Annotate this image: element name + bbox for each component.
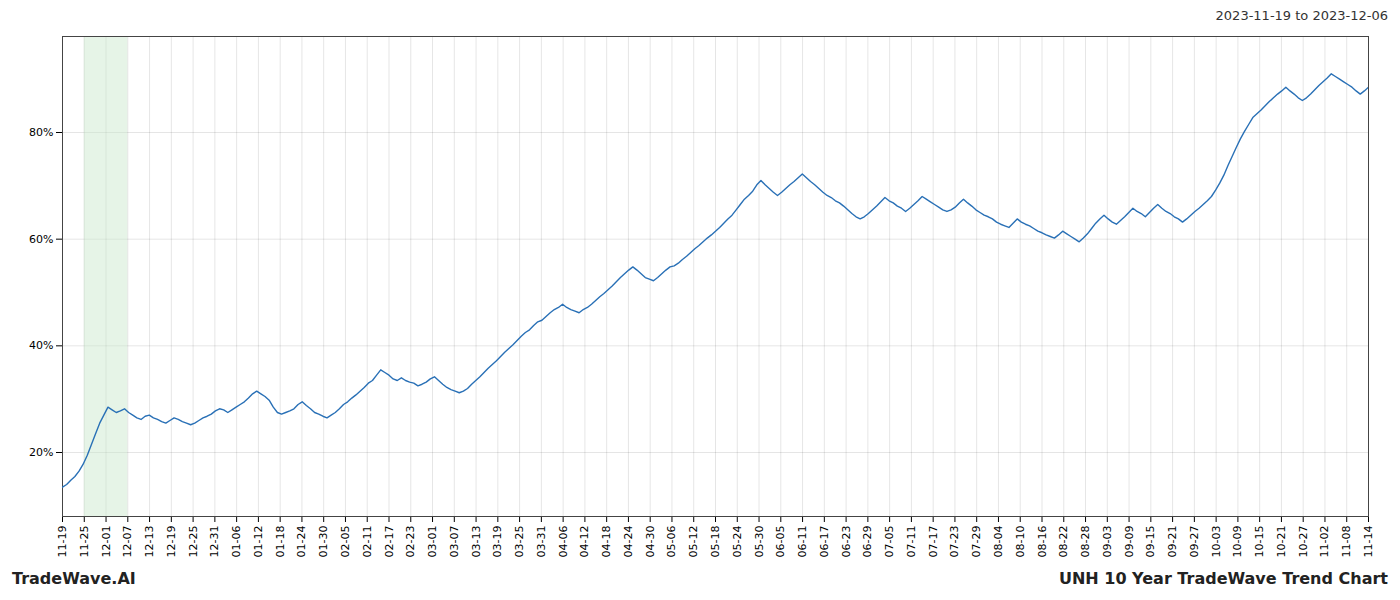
svg-text:07-29: 07-29: [970, 526, 983, 558]
svg-text:10-21: 10-21: [1275, 526, 1288, 558]
svg-text:20%: 20%: [29, 446, 53, 459]
svg-text:06-17: 06-17: [818, 526, 831, 558]
svg-text:02-05: 02-05: [339, 526, 352, 558]
svg-text:01-18: 01-18: [274, 526, 287, 558]
svg-text:06-23: 06-23: [840, 526, 853, 558]
svg-text:02-17: 02-17: [383, 526, 396, 558]
svg-text:01-24: 01-24: [295, 526, 308, 558]
svg-text:04-06: 04-06: [557, 526, 570, 558]
svg-text:09-21: 09-21: [1166, 526, 1179, 558]
svg-text:10-15: 10-15: [1253, 526, 1266, 558]
svg-text:10-03: 10-03: [1210, 526, 1223, 558]
svg-text:11-08: 11-08: [1340, 526, 1353, 558]
svg-text:01-30: 01-30: [317, 526, 330, 558]
svg-text:05-18: 05-18: [709, 526, 722, 558]
svg-text:06-05: 06-05: [774, 526, 787, 558]
svg-text:02-11: 02-11: [361, 526, 374, 558]
svg-text:09-27: 09-27: [1188, 526, 1201, 558]
svg-text:60%: 60%: [29, 233, 53, 246]
svg-text:11-25: 11-25: [78, 526, 91, 558]
svg-text:04-12: 04-12: [578, 526, 591, 558]
svg-text:03-19: 03-19: [491, 526, 504, 558]
svg-text:08-04: 08-04: [992, 526, 1005, 558]
svg-text:03-25: 03-25: [513, 526, 526, 558]
svg-text:04-24: 04-24: [622, 526, 635, 558]
svg-text:07-05: 07-05: [883, 526, 896, 558]
svg-text:07-17: 07-17: [927, 526, 940, 558]
svg-text:03-31: 03-31: [535, 526, 548, 558]
svg-text:11-19: 11-19: [56, 526, 69, 558]
svg-text:06-29: 06-29: [861, 526, 874, 558]
svg-text:12-19: 12-19: [165, 526, 178, 558]
svg-text:80%: 80%: [29, 126, 53, 139]
svg-text:09-15: 09-15: [1144, 526, 1157, 558]
svg-text:03-07: 03-07: [448, 526, 461, 558]
svg-text:08-10: 08-10: [1014, 526, 1027, 558]
svg-text:11-02: 11-02: [1318, 526, 1331, 558]
svg-text:05-12: 05-12: [687, 526, 700, 558]
svg-text:12-13: 12-13: [143, 526, 156, 558]
svg-text:04-30: 04-30: [644, 526, 657, 558]
svg-text:12-31: 12-31: [208, 526, 221, 558]
svg-text:10-09: 10-09: [1231, 526, 1244, 558]
svg-text:06-11: 06-11: [796, 526, 809, 558]
html-text:UNH 10 Year TradeWave Trend Ch: UNH 10 Year TradeWave Trend Chart: [1058, 569, 1388, 588]
svg-text:08-28: 08-28: [1079, 526, 1092, 558]
svg-text:09-09: 09-09: [1123, 526, 1136, 558]
html-text:TradeWave.AI: TradeWave.AI: [12, 569, 136, 588]
svg-text:07-23: 07-23: [948, 526, 961, 558]
svg-text:10-27: 10-27: [1297, 526, 1310, 558]
svg-text:02-23: 02-23: [404, 526, 417, 558]
svg-text:12-01: 12-01: [100, 526, 113, 558]
svg-text:03-13: 03-13: [470, 526, 483, 558]
svg-text:05-24: 05-24: [731, 526, 744, 558]
svg-text:08-22: 08-22: [1057, 526, 1070, 558]
svg-text:03-01: 03-01: [426, 526, 439, 558]
svg-text:12-07: 12-07: [121, 526, 134, 558]
svg-text:07-11: 07-11: [905, 526, 918, 558]
svg-text:01-06: 01-06: [230, 526, 243, 558]
html-text:2023-11-19 to 2023-12-06: 2023-11-19 to 2023-12-06: [1215, 8, 1388, 23]
svg-text:04-18: 04-18: [600, 526, 613, 558]
svg-text:01-12: 01-12: [252, 526, 265, 558]
svg-text:40%: 40%: [29, 339, 53, 352]
svg-text:12-25: 12-25: [187, 526, 200, 558]
svg-text:09-03: 09-03: [1101, 526, 1114, 558]
svg-text:08-16: 08-16: [1036, 526, 1049, 558]
svg-text:11-14: 11-14: [1362, 526, 1375, 558]
svg-text:05-30: 05-30: [753, 526, 766, 558]
svg-text:05-06: 05-06: [665, 526, 678, 558]
